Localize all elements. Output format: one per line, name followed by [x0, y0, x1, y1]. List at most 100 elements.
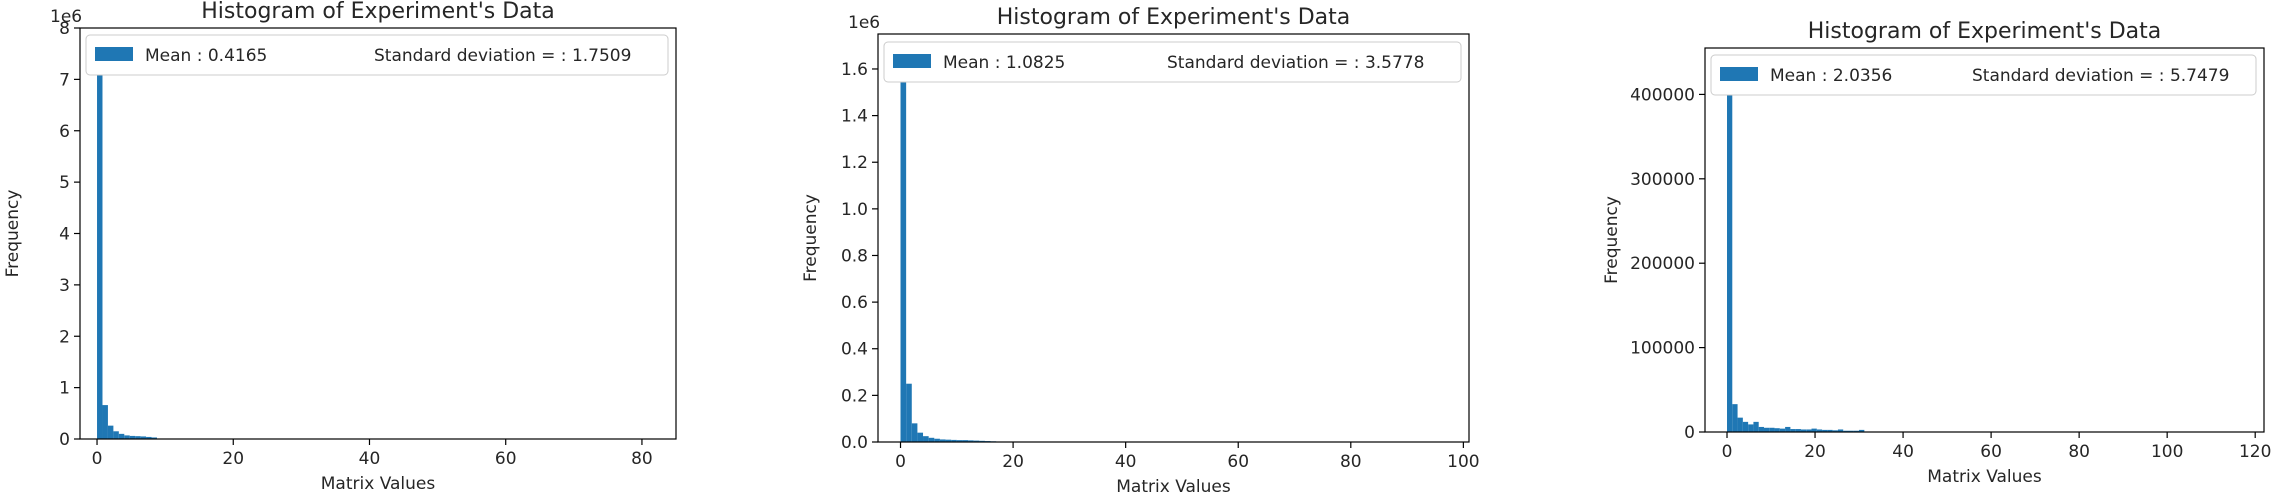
histogram-bar — [1843, 430, 1849, 432]
histogram-bar — [1853, 430, 1860, 432]
x-tick-label: 80 — [631, 449, 653, 469]
histogram-bar — [1806, 429, 1812, 432]
y-offset-label: 1e6 — [848, 13, 880, 33]
plot-frame — [877, 33, 1470, 443]
x-axis-label: Matrix Values — [321, 474, 436, 494]
x-tick-label: 40 — [1115, 452, 1137, 472]
y-tick-label: 5 — [59, 173, 70, 193]
histogram-bar — [140, 436, 147, 439]
legend-swatch — [1720, 67, 1758, 81]
histogram-bar — [900, 52, 907, 443]
legend-mean-label: Mean : 1.0825 — [943, 53, 1065, 73]
histogram-bar — [1800, 429, 1807, 432]
histogram-bar — [1727, 64, 1733, 432]
legend-std-label: Standard deviation = : 3.5778 — [1167, 53, 1424, 73]
histogram-bar — [113, 431, 119, 439]
legend-box — [883, 41, 1462, 83]
histogram-bar — [1837, 429, 1844, 432]
legend-box — [1710, 54, 2257, 96]
y-tick-label: 100000 — [1630, 339, 1695, 359]
y-tick-label: 200000 — [1630, 254, 1695, 274]
histogram-bar — [1742, 421, 1749, 432]
histogram-bar — [135, 436, 141, 439]
histogram-bar — [102, 405, 108, 439]
y-axis-label: Frequency — [801, 194, 821, 282]
histogram-bar — [107, 425, 114, 439]
histogram-bar — [146, 436, 152, 439]
x-tick-label: 20 — [1002, 452, 1024, 472]
y-tick-label: 6 — [59, 122, 70, 142]
y-tick-label: 8 — [59, 19, 70, 39]
legend: Mean : 1.0825 Standard deviation = : 3.57… — [883, 41, 1462, 83]
histogram-bar — [956, 440, 963, 442]
legend-mean-label: Mean : 0.4165 — [145, 46, 267, 66]
legend: Mean : 0.4165 Standard deviation = : 1.75… — [85, 34, 669, 76]
y-tick-label: 0.0 — [841, 433, 868, 453]
y-tick-label: 1.6 — [841, 60, 868, 80]
x-tick-label: 100 — [2151, 442, 2183, 462]
histogram-bar — [911, 423, 918, 442]
histogram-panel-3: 0 20 40 60 80 100 120 0 100000 200000 300000 400000… — [1602, 19, 2271, 487]
histogram-bar — [951, 439, 957, 442]
y-offset-label: 1e6 — [50, 7, 82, 27]
x-tick-label: 0 — [895, 452, 906, 472]
histogram-bar — [1758, 426, 1764, 432]
histogram-bar — [129, 435, 136, 439]
chart-title: Histogram of Experiment's Data — [997, 5, 1350, 30]
histogram-bar — [945, 439, 952, 442]
chart-title: Histogram of Experiment's Data — [201, 0, 554, 24]
x-tick-label: 100 — [1447, 452, 1479, 472]
histogram-bar — [906, 383, 912, 442]
x-tick-label: 20 — [222, 449, 244, 469]
histogram-bar — [1811, 428, 1817, 432]
histogram-bar — [968, 440, 974, 442]
legend-swatch — [893, 54, 931, 68]
y-axis-label: Frequency — [1602, 196, 1622, 284]
chart-title: Histogram of Experiment's Data — [1808, 19, 2161, 44]
x-tick-label: 60 — [495, 449, 517, 469]
histogram-bar — [973, 440, 980, 442]
y-tick-label: 7 — [59, 70, 70, 90]
histogram-bar — [124, 435, 130, 439]
histogram-bar — [97, 45, 103, 439]
y-tick-label: 0 — [1684, 423, 1695, 443]
x-tick-label: 80 — [2068, 442, 2090, 462]
y-tick-label: 300000 — [1630, 170, 1695, 190]
legend-swatch — [95, 47, 133, 61]
legend: Mean : 2.0356 Standard deviation = : 5.74… — [1710, 54, 2257, 96]
histogram-bar — [934, 438, 940, 442]
x-tick-label: 0 — [92, 449, 103, 469]
x-tick-label: 60 — [1980, 442, 2002, 462]
histogram-bar — [1816, 429, 1823, 432]
legend-std-label: Standard deviation = : 5.7479 — [1972, 66, 2229, 86]
y-tick-label: 1.0 — [841, 200, 868, 220]
y-tick-label: 3 — [59, 276, 70, 296]
y-tick-label: 0.2 — [841, 386, 868, 406]
histogram-bar — [1795, 429, 1801, 432]
y-tick-label: 0 — [59, 430, 70, 450]
y-tick-label: 0.8 — [841, 246, 868, 266]
histogram-bar — [939, 439, 946, 442]
histogram-bar — [917, 432, 924, 442]
x-tick-label: 20 — [1804, 442, 1826, 462]
histogram-bar — [1848, 430, 1854, 432]
histogram-bar — [151, 437, 157, 439]
y-tick-label: 400000 — [1630, 85, 1695, 105]
x-tick-label: 0 — [1722, 442, 1733, 462]
legend-box — [85, 34, 669, 76]
y-tick-label: 1.4 — [841, 107, 868, 127]
histogram-bar — [1785, 426, 1791, 432]
x-tick-label: 80 — [1340, 452, 1362, 472]
x-axis-label: Matrix Values — [1927, 467, 2042, 487]
histogram-bar — [1827, 429, 1833, 432]
histogram-bar — [1763, 427, 1770, 432]
y-tick-label: 0.4 — [841, 340, 868, 360]
histogram-bar — [118, 433, 125, 439]
histogram-bar — [962, 440, 969, 442]
y-tick-label: 2 — [59, 327, 70, 347]
histogram-bar — [928, 437, 935, 442]
histogram-bar — [1748, 424, 1754, 432]
legend-std-label: Standard deviation = : 1.7509 — [374, 46, 631, 66]
